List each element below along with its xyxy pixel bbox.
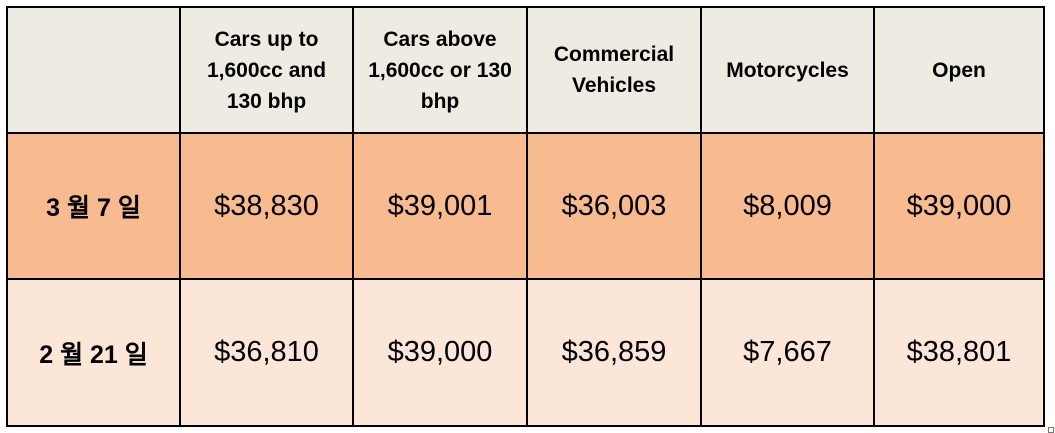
- header-cell-empty: [6, 6, 181, 134]
- price-cell: $39,000: [873, 132, 1045, 280]
- price-cell: $36,003: [526, 132, 702, 280]
- header-cell-small-cars: Cars up to 1,600cc and 130 bhp: [179, 6, 354, 134]
- table-header-row: Cars up to 1,600cc and 130 bhp Cars abov…: [6, 6, 1045, 134]
- table-row: 3 월 7 일 $38,830 $39,001 $36,003 $8,009 $…: [6, 132, 1045, 280]
- coe-price-table: Cars up to 1,600cc and 130 bhp Cars abov…: [6, 6, 1045, 427]
- price-cell: $36,859: [526, 278, 702, 427]
- price-cell: $39,000: [352, 278, 528, 427]
- price-cell: $39,001: [352, 132, 528, 280]
- price-cell: $36,810: [179, 278, 354, 427]
- header-cell-large-cars: Cars above 1,600cc or 130 bhp: [352, 6, 528, 134]
- row-date-label: 2 월 21 일: [6, 278, 181, 427]
- price-cell: $8,009: [700, 132, 875, 280]
- price-cell: $38,830: [179, 132, 354, 280]
- row-date-label: 3 월 7 일: [6, 132, 181, 280]
- header-cell-commercial-vehicles: Commercial Vehicles: [526, 6, 702, 134]
- table-row: 2 월 21 일 $36,810 $39,000 $36,859 $7,667 …: [6, 278, 1045, 427]
- price-cell: $7,667: [700, 278, 875, 427]
- header-cell-open: Open: [873, 6, 1045, 134]
- resize-handle[interactable]: [1048, 427, 1054, 433]
- price-cell: $38,801: [873, 278, 1045, 427]
- header-cell-motorcycles: Motorcycles: [700, 6, 875, 134]
